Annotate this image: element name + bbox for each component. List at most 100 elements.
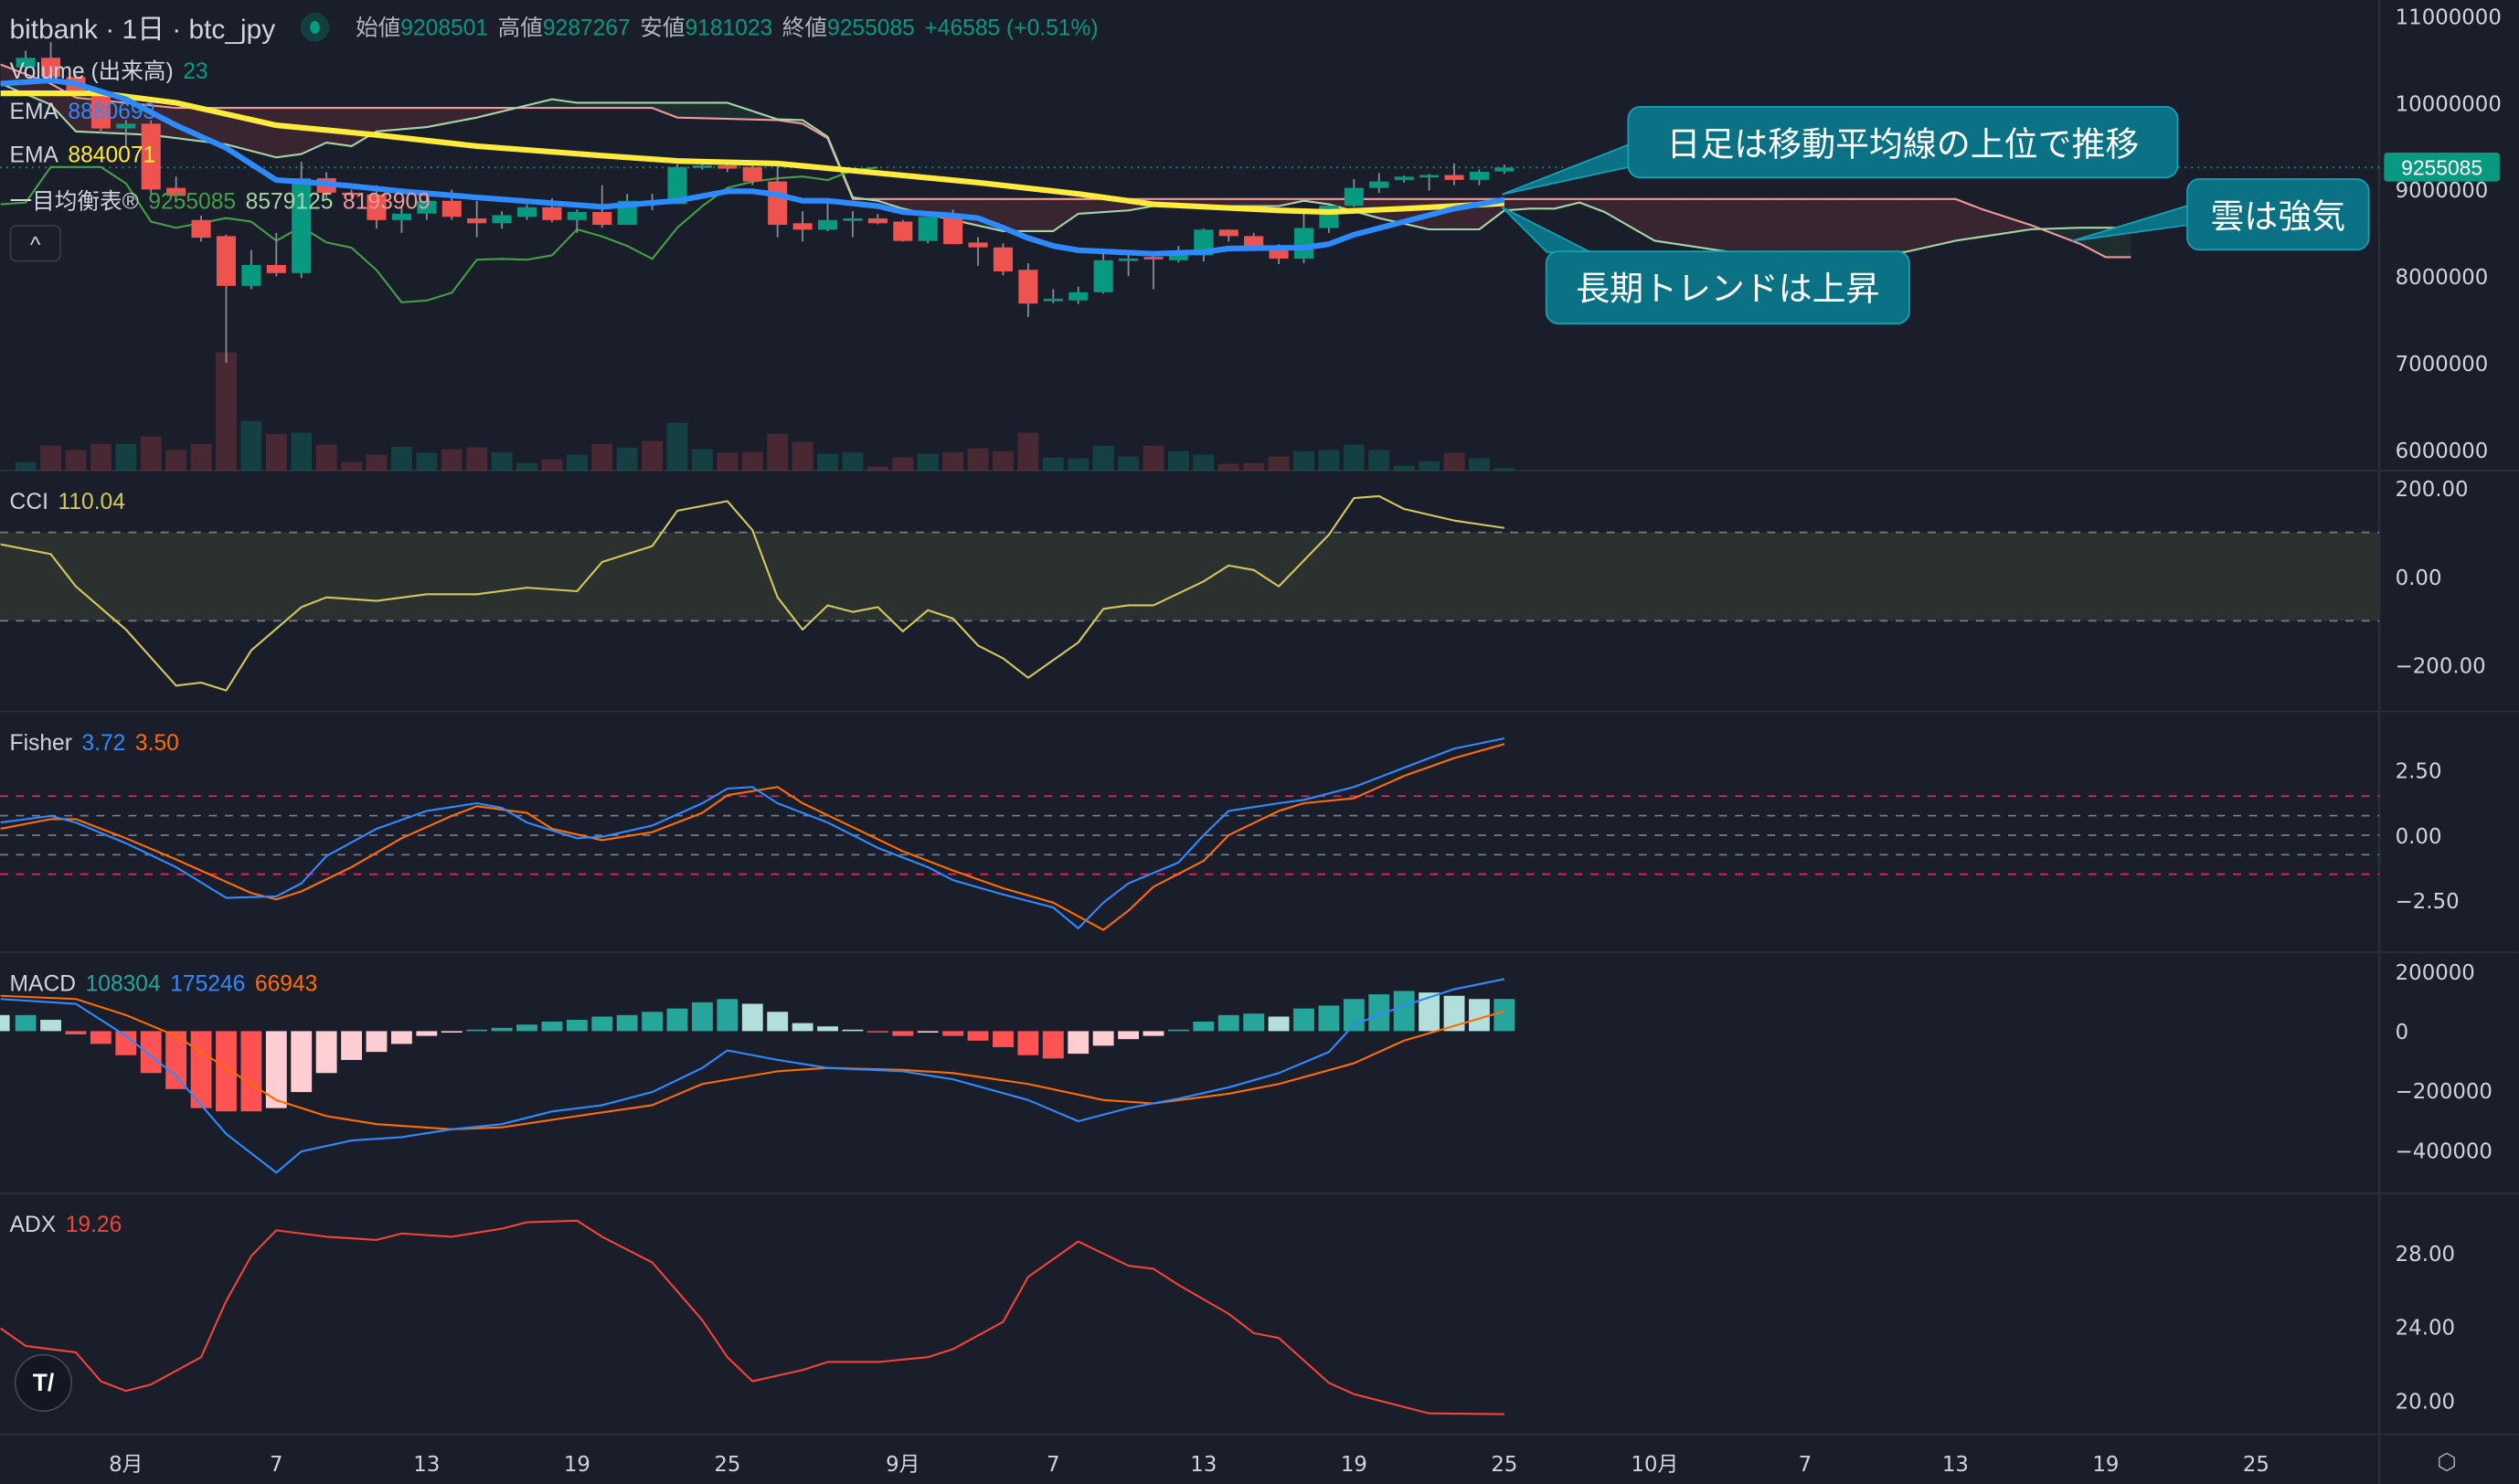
volume-bar xyxy=(616,447,638,471)
macd-histogram-bar xyxy=(1368,994,1390,1032)
fisher-label: Fisher xyxy=(9,728,72,756)
callout-trend[interactable]: 長期トレンドは上昇 xyxy=(1545,250,1910,325)
candle-up xyxy=(1168,255,1188,260)
volume-legend[interactable]: Volume (出来高) 23 xyxy=(10,55,208,87)
candle-up xyxy=(292,178,312,273)
candle-down xyxy=(367,194,387,220)
ichimoku-cloud-segment xyxy=(1855,198,1881,252)
axis-tick-label: 20.00 xyxy=(2396,1390,2455,1414)
volume-bar xyxy=(1469,458,1490,471)
macd-histogram-bar xyxy=(441,1031,462,1034)
adx-legend[interactable]: ADX 19.26 xyxy=(10,1211,122,1236)
ichimoku-lagging-value: 9255085 xyxy=(148,187,237,214)
candle-down xyxy=(542,207,562,220)
macd-histogram-bar xyxy=(1017,1031,1039,1055)
volume-bar xyxy=(1293,450,1314,471)
ichimoku-legend[interactable]: 一目均衡表® 9255085 8579125 8193909 xyxy=(10,185,430,217)
volume-bar xyxy=(1268,456,1290,471)
candle-up xyxy=(1119,258,1139,261)
candle-up xyxy=(241,264,261,286)
candle-up xyxy=(1469,172,1489,180)
low-value: 9181023 xyxy=(685,13,773,40)
macd-histogram-bar xyxy=(416,1031,438,1036)
candle-down xyxy=(893,221,913,241)
volume-bar xyxy=(291,432,313,471)
ichimoku-cloud-segment xyxy=(652,102,678,118)
ichimoku-cloud-segment xyxy=(326,108,352,146)
volume-bar xyxy=(967,448,989,471)
ichimoku-cloud-segment xyxy=(376,108,402,132)
ema-value: 8840071 xyxy=(68,141,156,167)
candle-down xyxy=(742,166,762,182)
macd-histogram-bar xyxy=(115,1031,137,1055)
volume-bar xyxy=(792,441,813,471)
volume-bar xyxy=(717,452,739,471)
volume-bar xyxy=(842,451,864,471)
macd-histogram-bar xyxy=(892,1031,914,1036)
ema-fast-legend[interactable]: EMA 8880693 xyxy=(10,98,156,123)
candle-down xyxy=(216,236,237,286)
volume-bar xyxy=(1118,456,1139,471)
axis-tick-label: 7000000 xyxy=(2396,353,2489,376)
volume-bar xyxy=(1393,465,1415,471)
axis-tick-label: 28.00 xyxy=(2396,1243,2455,1267)
macd-histogram-bar xyxy=(265,1031,287,1108)
macd-histogram-bar xyxy=(466,1029,488,1032)
ichimoku-cloud-segment xyxy=(1003,198,1028,231)
ema-slow-legend[interactable]: EMA 8840071 xyxy=(10,142,156,167)
candle-down xyxy=(968,242,988,248)
volume-bar xyxy=(741,451,763,471)
time-axis-label: 19 xyxy=(564,1453,590,1477)
axis-tick-label: 200000 xyxy=(2396,961,2475,985)
ichimoku-cloud-segment xyxy=(1929,198,1956,247)
ichimoku-span-b-value: 8193909 xyxy=(343,187,430,214)
axis-tick-label: 0.00 xyxy=(2396,825,2442,849)
ichimoku-cloud-segment xyxy=(1830,198,1855,252)
symbol-title[interactable]: bitbank · 1日 · btc_jpy xyxy=(9,14,276,46)
volume-value: 23 xyxy=(183,58,208,84)
macd-histogram-bar xyxy=(1493,999,1515,1032)
time-axis-label: 19 xyxy=(2092,1453,2119,1477)
candle-down xyxy=(166,187,186,196)
callout-cloud[interactable]: 雲は強気 xyxy=(2186,178,2370,251)
macd-label: MACD xyxy=(9,970,77,996)
candle-up xyxy=(817,219,838,230)
candle-up xyxy=(1068,292,1089,301)
cci-legend[interactable]: CCI 110.04 xyxy=(10,488,125,514)
close-value: 9255085 xyxy=(827,13,915,40)
axis-tick-label: 0.00 xyxy=(2396,567,2442,590)
axis-tick-label: 2.50 xyxy=(2396,760,2442,784)
volume-bar xyxy=(1243,462,1265,471)
candle-down xyxy=(467,218,487,224)
candle-up xyxy=(667,166,687,205)
candle-up xyxy=(1494,167,1515,172)
low-label: 安値 xyxy=(640,13,686,40)
macd-histogram-bar xyxy=(390,1031,412,1044)
volume-bar xyxy=(516,462,537,471)
candle-down xyxy=(993,247,1014,272)
callout-ma[interactable]: 日足は移動平均線の上位で推移 xyxy=(1627,106,2179,179)
axis-tick-label: 11000000 xyxy=(2396,5,2502,29)
ichimoku-cloud-segment xyxy=(1755,198,1780,252)
market-open-dot-icon xyxy=(301,12,330,41)
fisher-legend[interactable]: Fisher 3.72 3.50 xyxy=(10,729,179,755)
macd-histogram-bar xyxy=(1217,1014,1239,1032)
volume-bar xyxy=(341,461,362,471)
candle-up xyxy=(16,58,36,68)
macd-legend[interactable]: MACD 108304 175246 66943 xyxy=(10,970,318,996)
macd-histogram-bar xyxy=(140,1031,162,1074)
macd-signal-line xyxy=(0,994,1505,1130)
candle-down xyxy=(1244,236,1264,246)
axis-tick-label: −400000 xyxy=(2396,1140,2492,1163)
collapse-legend-button[interactable]: ^ xyxy=(9,225,61,262)
tradingview-logo[interactable]: T/ xyxy=(14,1353,73,1412)
callout-pointer xyxy=(1502,143,1631,196)
macd-histogram-bar xyxy=(1193,1022,1215,1032)
volume-bar xyxy=(942,451,964,471)
settings-hexagon-icon[interactable]: ⬡ xyxy=(2437,1448,2457,1475)
volume-bar xyxy=(1068,458,1089,471)
time-axis-label: 7 xyxy=(1799,1453,1812,1477)
ichimoku-cloud-segment xyxy=(1880,198,1906,252)
macd-histogram-bar xyxy=(616,1014,638,1032)
